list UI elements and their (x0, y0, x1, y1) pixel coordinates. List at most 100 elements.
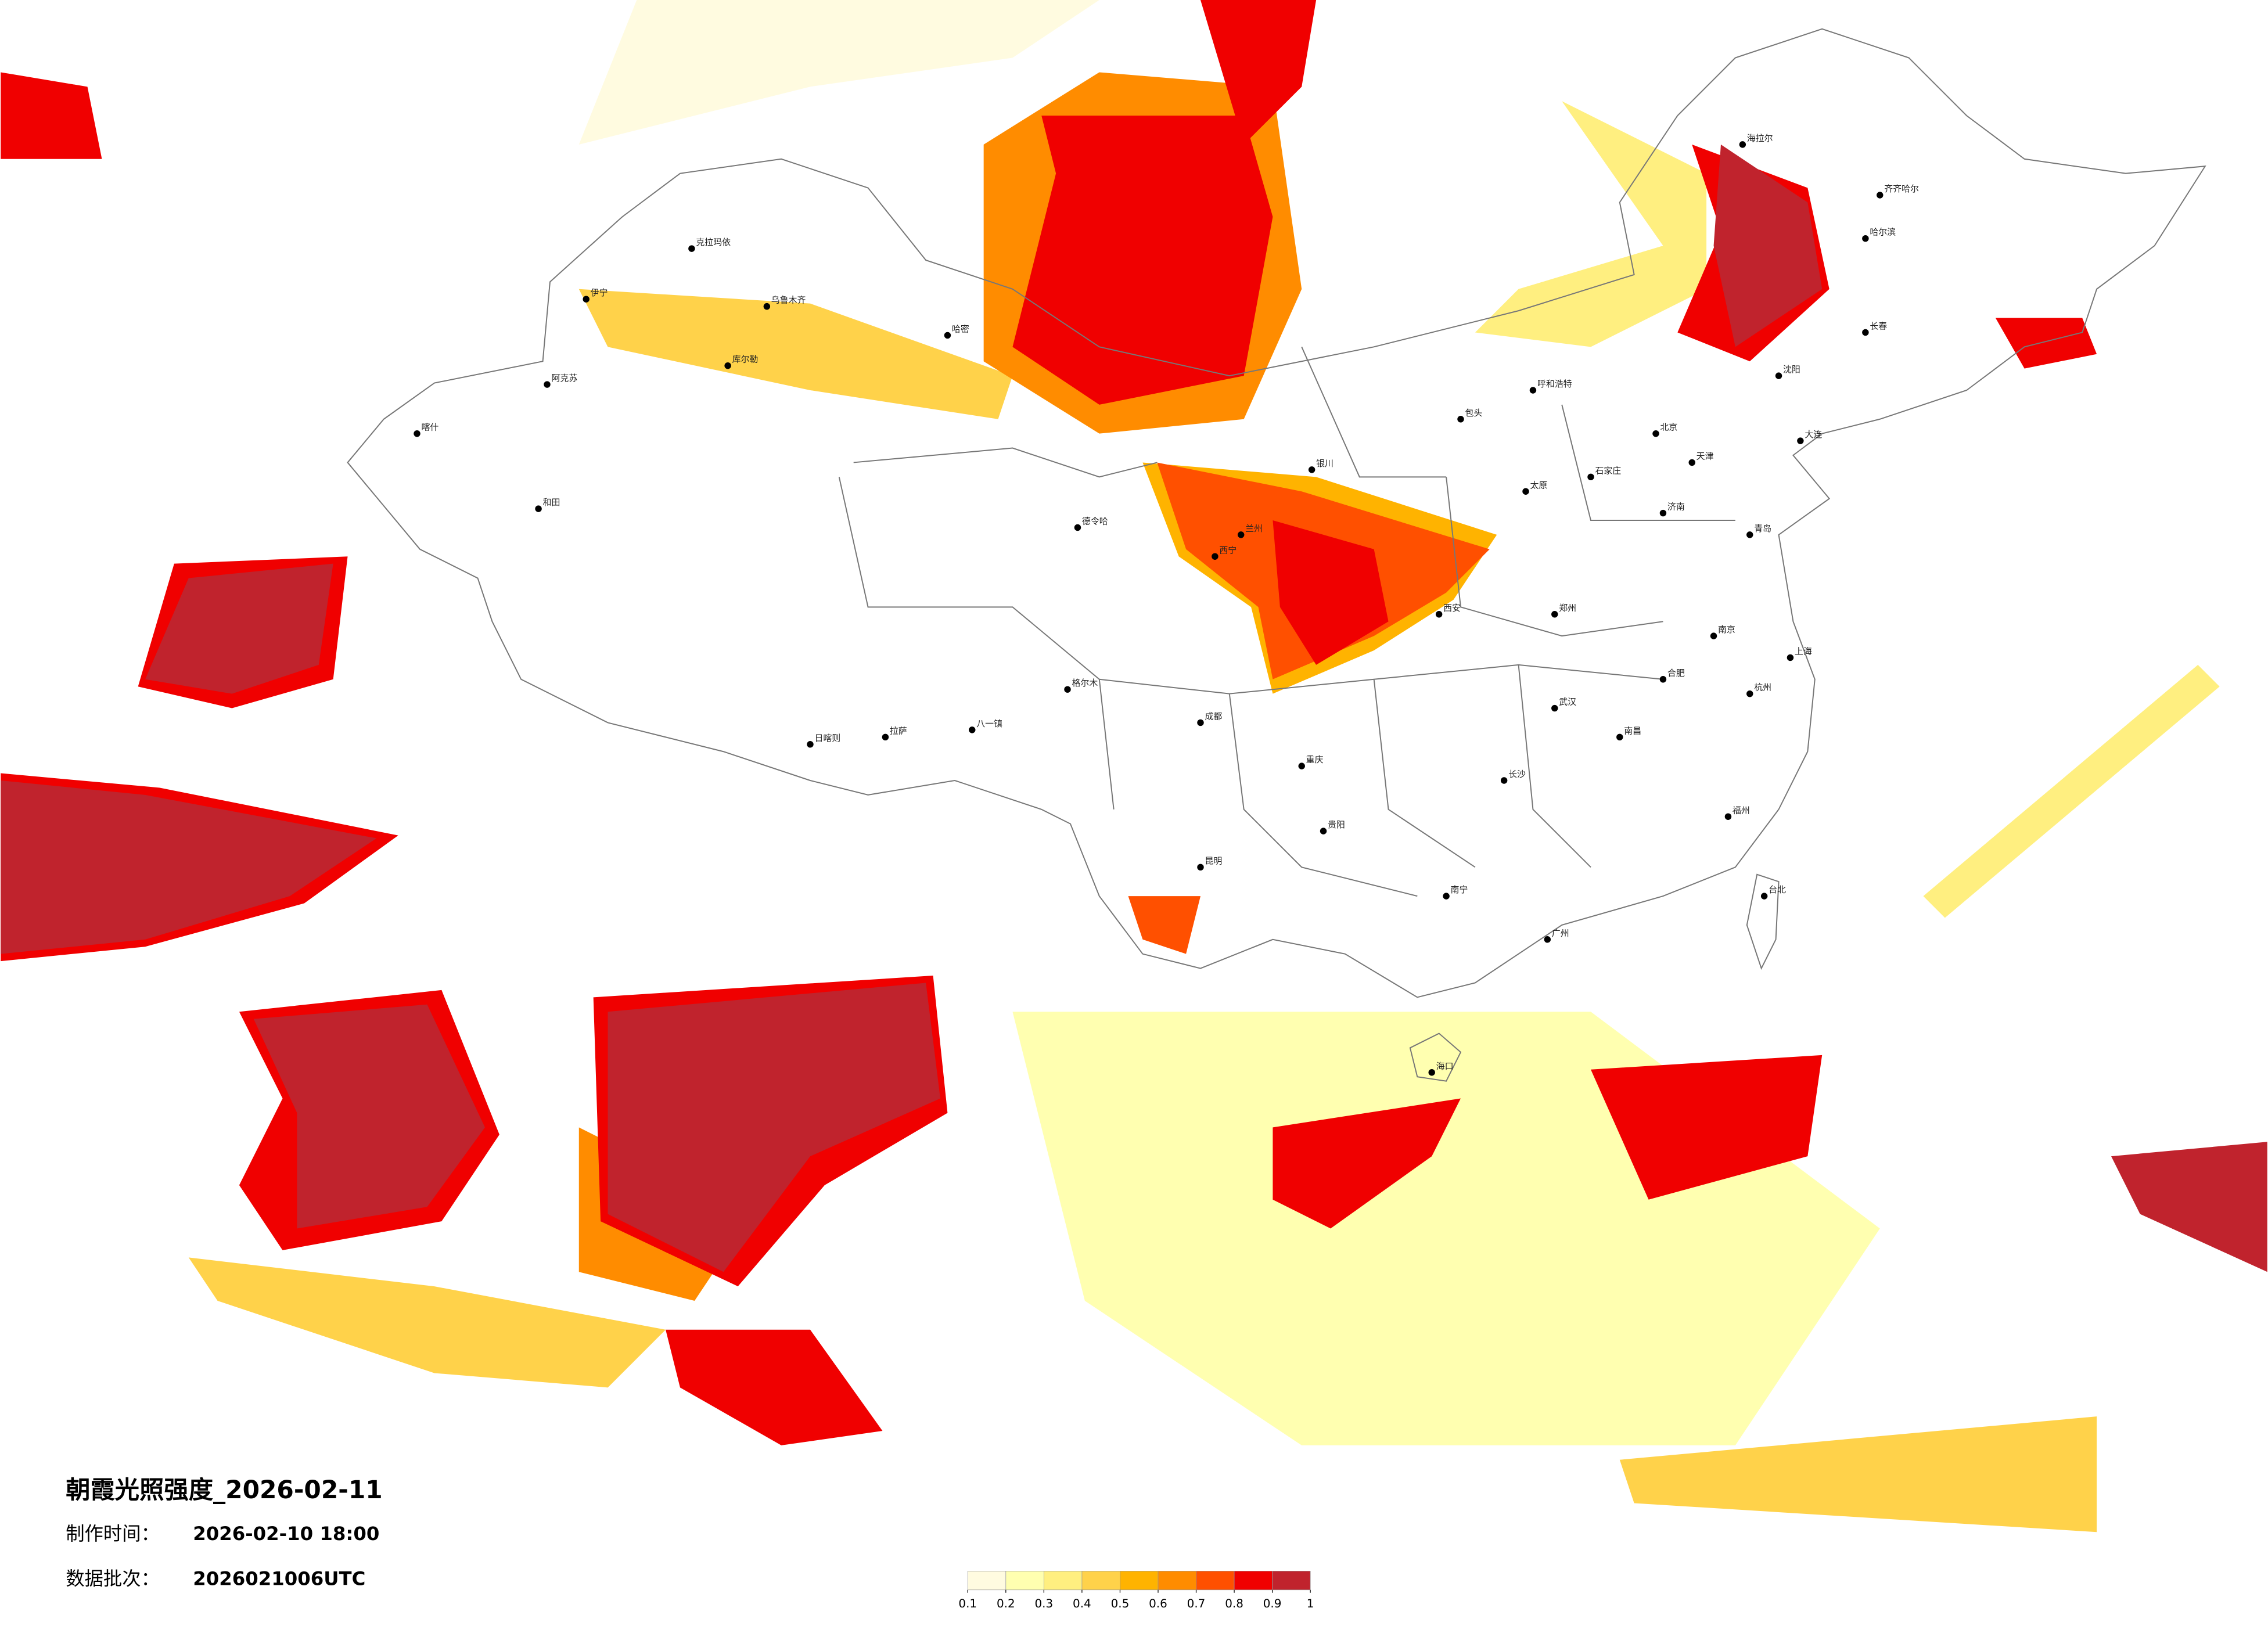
heat-region (666, 1329, 883, 1445)
city-label: 太原 (1530, 480, 1547, 490)
heat-region (1, 780, 377, 954)
city-dot (1862, 329, 1869, 336)
city-dot (1787, 654, 1794, 661)
heat-region (1128, 896, 1201, 954)
city-label: 石家庄 (1595, 465, 1621, 476)
city-label: 台北 (1769, 884, 1786, 895)
colorbar-swatch (967, 1571, 1007, 1591)
city-dot (1500, 777, 1508, 784)
heat-region (253, 1004, 485, 1229)
city-dot (414, 430, 420, 437)
colorbar-tick-label: 0.5 (1111, 1597, 1130, 1610)
city-label: 长春 (1870, 321, 1887, 331)
colorbar-tick-label: 0.6 (1149, 1597, 1167, 1610)
taiwan (1746, 873, 1780, 970)
city-dot (1587, 473, 1594, 481)
city-label: 天津 (1696, 451, 1714, 461)
city-label: 包头 (1465, 408, 1482, 418)
city-label: 喀什 (421, 422, 438, 433)
colorbar-tick-label: 1 (1307, 1597, 1314, 1610)
city-label: 南宁 (1451, 884, 1468, 895)
city-dot (1428, 1069, 1435, 1076)
city-dot (969, 726, 976, 733)
city-dot (1760, 893, 1768, 900)
city-dot (688, 245, 695, 252)
city-dot (1443, 893, 1450, 900)
colorbar-swatch (1234, 1571, 1273, 1591)
colorbar-tick-label: 0.8 (1225, 1597, 1243, 1610)
city-label: 昆明 (1205, 855, 1222, 866)
borders (347, 28, 2206, 1082)
colorbar-tick-label: 0.4 (1073, 1597, 1091, 1610)
heat-region (1590, 1055, 1823, 1200)
city-dot (807, 741, 814, 748)
city-label: 库尔勒 (732, 354, 759, 365)
city-label: 武汉 (1559, 697, 1576, 707)
city-label: 南京 (1718, 624, 1735, 635)
city-label: 郑州 (1559, 603, 1576, 613)
city-label: 合肥 (1667, 668, 1685, 678)
heatmap (1, 0, 2267, 1533)
city-dot (1435, 611, 1443, 618)
city-label: 济南 (1667, 502, 1685, 512)
hainan (1409, 1033, 1462, 1082)
city-label: 海口 (1436, 1061, 1454, 1071)
city-dot (1197, 864, 1204, 871)
colorbar: 0.1 0.2 0.3 0.4 0.5 0.6 0.7 0.8 0.9 1 (958, 1571, 1314, 1610)
china-outline (347, 28, 2206, 998)
city-dot (1544, 936, 1551, 943)
city-label: 齐齐哈尔 (1884, 184, 1919, 194)
city-label: 德令哈 (1082, 516, 1108, 526)
city-label: 海拉尔 (1747, 133, 1773, 143)
city-dot (1746, 531, 1753, 538)
city-dot (882, 733, 889, 741)
city-label: 哈密 (952, 323, 969, 334)
made-time: 2026-02-10 18:00 (193, 1523, 379, 1545)
city-dot (1652, 430, 1659, 437)
colorbar-swatch (1043, 1571, 1083, 1591)
heat-region (1475, 101, 1707, 347)
heat-region (2111, 1142, 2267, 1272)
city-dot (1616, 733, 1623, 741)
colorbar-tick-label: 0.3 (1035, 1597, 1054, 1610)
city-label: 克拉玛依 (696, 237, 731, 247)
city-label: 福州 (1733, 805, 1750, 815)
heat-region (578, 0, 1099, 145)
city-label: 青岛 (1754, 523, 1771, 534)
colorbar-swatch (1120, 1571, 1159, 1591)
city-dot (1877, 192, 1884, 199)
heat-region (1995, 318, 2097, 369)
city-dot (1298, 762, 1305, 769)
heat-region (1273, 520, 1389, 665)
city-dot (1710, 632, 1717, 639)
city-dot (724, 362, 731, 369)
city-label: 八一镇 (976, 718, 1002, 729)
city-label: 伊宁 (591, 287, 608, 298)
province-border (838, 346, 1735, 897)
city-dot (1659, 509, 1667, 517)
city-dot (1212, 553, 1219, 560)
city-dot (1746, 690, 1753, 697)
city-label: 贵阳 (1328, 819, 1345, 830)
city-label: 拉萨 (890, 725, 907, 736)
city-dot (1320, 828, 1327, 834)
city-dot (1688, 459, 1695, 466)
city-dot (1522, 488, 1529, 495)
colorbar-swatch (1081, 1571, 1120, 1591)
city-label: 西宁 (1219, 545, 1237, 555)
city-label: 日喀则 (814, 733, 840, 743)
city-dot (1529, 387, 1537, 394)
batch-label: 数据批次： (66, 1567, 160, 1589)
colorbar-tick-label: 0.9 (1263, 1597, 1282, 1610)
city-dot (1724, 813, 1732, 820)
city-dot (535, 505, 542, 512)
city-label: 兰州 (1245, 523, 1263, 534)
city-dot (1064, 686, 1071, 693)
heat-region (608, 983, 940, 1272)
city-label: 杭州 (1754, 682, 1771, 693)
heat-region (1713, 144, 1823, 347)
city-label: 上海 (1795, 646, 1812, 656)
